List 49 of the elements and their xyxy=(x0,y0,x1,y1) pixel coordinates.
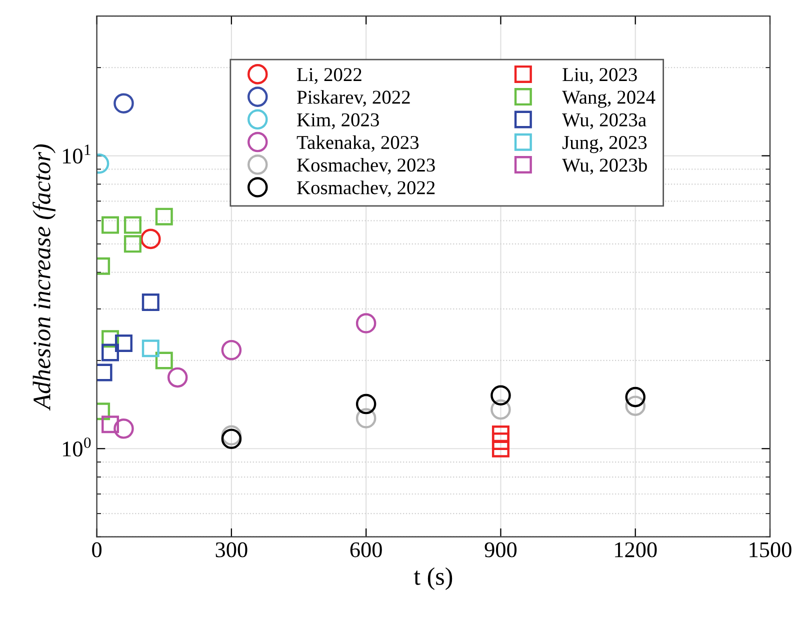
point xyxy=(114,334,132,352)
point xyxy=(492,425,510,443)
legend-label: Piskarev, 2022 xyxy=(297,90,410,107)
x-tick-label: 600 xyxy=(350,542,382,558)
x-tick-label: 300 xyxy=(216,542,248,558)
point xyxy=(102,344,120,362)
legend-label: Takenaka, 2023 xyxy=(296,135,419,152)
point xyxy=(221,340,242,360)
legend-label: Liu, 2023 xyxy=(562,68,637,84)
point xyxy=(221,428,242,449)
point xyxy=(114,418,134,439)
legend-label: Li, 2022 xyxy=(297,68,362,84)
point xyxy=(102,330,120,348)
legend-label: Jung, 2023 xyxy=(562,136,647,154)
point xyxy=(356,408,376,428)
x-tick-label: 1500 xyxy=(750,542,792,558)
y-axis-title: Adhesion increase (factor) xyxy=(32,144,56,411)
point xyxy=(140,228,161,250)
point xyxy=(124,235,142,253)
x-tick-label: 1200 xyxy=(615,542,657,558)
legend-label: Wu, 2023b xyxy=(562,158,647,175)
point xyxy=(155,352,173,370)
legend-label: Kosmachev, 2023 xyxy=(297,158,435,174)
y-tick-label: 10$^{0}$ xyxy=(63,437,91,457)
point xyxy=(155,208,173,226)
point xyxy=(356,394,376,414)
y-tick-label: 10$^{1}$ xyxy=(63,144,90,164)
x-tick-label: 900 xyxy=(484,542,517,558)
point xyxy=(124,216,142,234)
point xyxy=(492,440,510,458)
point xyxy=(142,340,160,358)
point xyxy=(142,294,160,312)
legend-label: Kim, 2023 xyxy=(297,113,379,130)
x-tick-label: 0 xyxy=(92,542,102,558)
point xyxy=(102,416,120,434)
point xyxy=(490,385,511,406)
legend-label: Wu, 2023a xyxy=(562,113,646,130)
point xyxy=(102,216,120,234)
point xyxy=(625,396,646,416)
point xyxy=(356,313,376,334)
x-axis-title: t (s) xyxy=(414,567,452,590)
point xyxy=(221,425,242,446)
point xyxy=(492,432,510,450)
legend-label: Wang, 2024 xyxy=(562,90,656,108)
legend-label: Kosmachev, 2022 xyxy=(297,180,435,198)
point xyxy=(490,399,511,420)
point xyxy=(625,386,646,408)
point xyxy=(114,93,134,114)
point xyxy=(167,367,188,388)
